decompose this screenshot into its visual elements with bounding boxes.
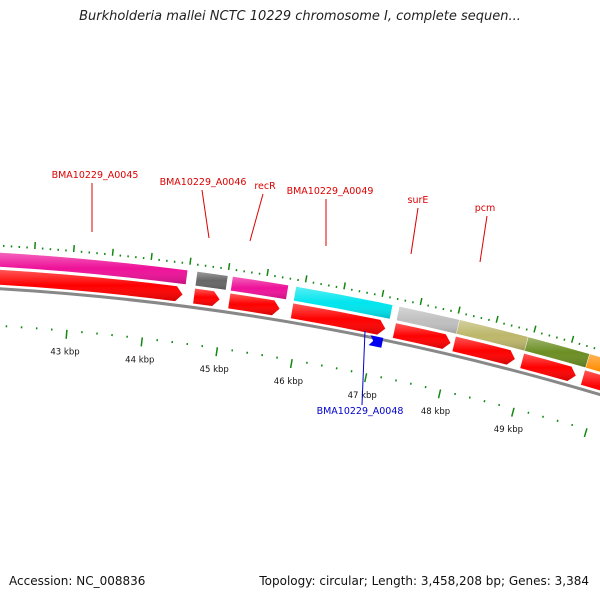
minor-tick	[563, 338, 566, 341]
major-tick	[227, 262, 231, 271]
backbone-line	[0, 287, 600, 397]
minor-tick	[542, 415, 545, 418]
gene-feature-shade	[293, 286, 393, 319]
gene-feature-shade	[195, 271, 228, 290]
major-tick	[72, 245, 76, 253]
minor-tick	[578, 342, 581, 346]
map-title: Burkholderia mallei NCTC 10229 chromosom…	[79, 9, 521, 24]
feature-ring	[0, 252, 600, 372]
major-tick	[437, 389, 442, 399]
gene-feature-shade	[456, 320, 528, 351]
gene-label: recR	[254, 181, 276, 192]
major-tick	[457, 306, 461, 314]
inner-tick-ring	[5, 325, 588, 438]
gene-label: pcm	[475, 203, 496, 214]
callout-line	[201, 189, 210, 239]
scale-label: 43 kbp	[50, 348, 79, 358]
gene-feature-shade	[0, 252, 188, 285]
major-tick	[34, 241, 37, 250]
major-tick	[495, 315, 499, 323]
scale-label: 49 kbp	[494, 425, 523, 435]
major-tick	[65, 329, 68, 339]
gene-label: BMA10229_A0048	[317, 406, 404, 417]
major-tick	[364, 373, 368, 383]
major-tick	[343, 282, 346, 290]
major-tick	[511, 407, 515, 417]
minor-tick	[593, 346, 596, 350]
gene-label: BMA10229_A0046	[160, 177, 247, 188]
minor-tick	[525, 328, 528, 331]
minor-tick	[498, 403, 501, 407]
gene-feature-shade	[585, 354, 600, 372]
minor-tick	[556, 419, 559, 422]
callout-line	[361, 330, 366, 406]
gene-label: surE	[408, 195, 429, 206]
reverse-cds-arrow	[368, 335, 384, 348]
scale-label: 46 kbp	[274, 377, 303, 387]
forward-cds-shade	[452, 336, 515, 365]
gene-callouts: BMA10229_A0045 BMA10229_A0046 recR BMA10229…	[52, 170, 496, 417]
major-tick	[570, 335, 575, 343]
forward-cds-shade	[290, 303, 386, 335]
major-tick	[583, 428, 588, 438]
forward-cds-shade	[0, 269, 183, 302]
major-tick	[289, 359, 293, 369]
major-tick	[266, 268, 269, 277]
major-tick	[381, 289, 385, 297]
forward-cds-shade	[193, 288, 220, 306]
major-tick	[419, 297, 423, 306]
minor-tick	[527, 411, 530, 414]
callout-line	[410, 207, 419, 255]
major-tick	[533, 325, 537, 333]
scale-label: 48 kbp	[421, 407, 450, 417]
gene-label: BMA10229_A0045	[52, 170, 139, 181]
reverse-cds-marks	[368, 335, 384, 348]
outer-tick-ring	[2, 241, 596, 350]
major-tick	[304, 275, 308, 283]
callout-line	[479, 215, 488, 263]
gene-feature-shade	[230, 276, 289, 300]
callout-line	[249, 193, 264, 242]
forward-cds-shade	[520, 353, 576, 381]
major-tick	[189, 257, 192, 265]
accession-label: Accession: NC_008836	[9, 574, 146, 588]
minor-tick	[555, 336, 558, 339]
major-tick	[215, 347, 219, 357]
minor-tick	[548, 334, 551, 337]
gene-feature-shade	[396, 306, 460, 334]
forward-cds-shade	[228, 293, 280, 316]
major-tick	[150, 252, 153, 261]
genome-stats: Topology: circular; Length: 3,458,208 bp…	[259, 574, 589, 588]
minor-tick	[518, 326, 521, 329]
minor-tick	[571, 423, 574, 427]
cds-ring	[0, 269, 600, 391]
forward-cds-shade	[580, 370, 600, 391]
major-tick	[111, 248, 114, 256]
forward-cds-shade	[392, 323, 451, 349]
major-tick	[140, 337, 144, 347]
minor-tick	[540, 332, 543, 335]
minor-tick	[585, 344, 588, 348]
gene-label: BMA10229_A0049	[287, 186, 374, 197]
scale-label: 44 kbp	[125, 355, 154, 365]
scale-label: 45 kbp	[200, 365, 229, 375]
gene-feature-shade	[524, 337, 590, 368]
